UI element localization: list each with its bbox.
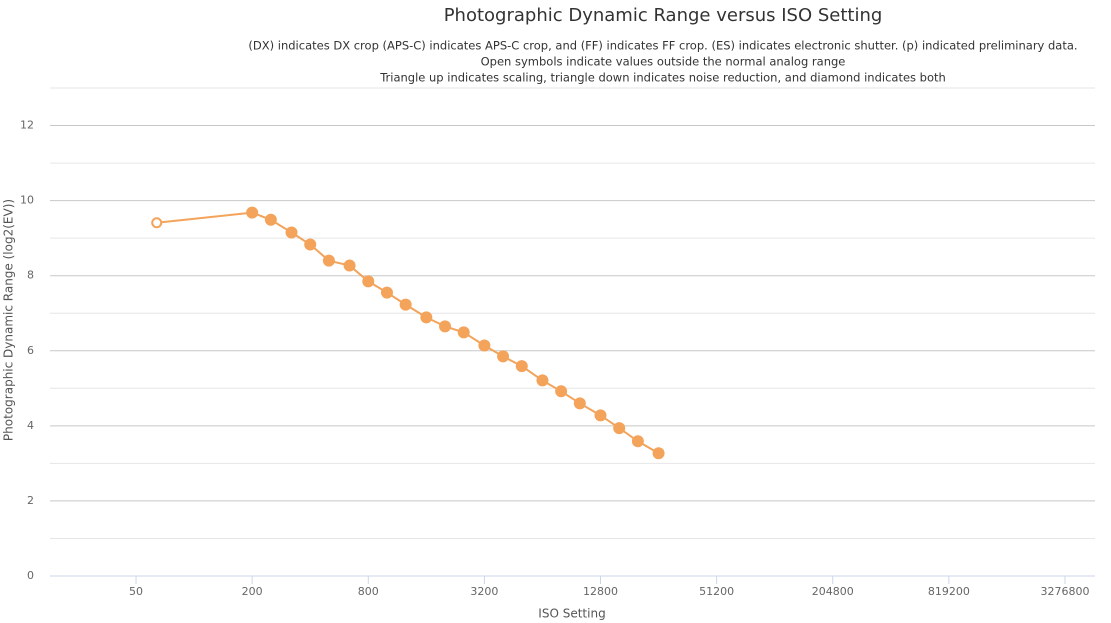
series-line <box>156 211 660 455</box>
x-tick-label: 800 <box>358 585 379 598</box>
x-tick-label: 12800 <box>583 585 618 598</box>
x-tick-label: 51200 <box>699 585 734 598</box>
data-point <box>457 326 470 339</box>
chart-title: Photographic Dynamic Range versus ISO Se… <box>444 5 883 26</box>
x-tick-label: 819200 <box>928 585 970 598</box>
data-point <box>246 206 259 219</box>
data-point <box>304 238 317 251</box>
data-point <box>573 397 586 410</box>
data-point <box>555 385 568 398</box>
data-point <box>380 286 393 299</box>
data-point <box>478 339 491 352</box>
data-point <box>497 350 510 363</box>
data-point <box>439 320 452 333</box>
y-tick-label: 8 <box>27 269 34 282</box>
x-tick-label: 204800 <box>812 585 854 598</box>
data-point <box>264 213 277 226</box>
y-tick-label: 12 <box>20 119 34 132</box>
y-tick-label: 6 <box>27 344 34 357</box>
x-tick-label: 3200 <box>470 585 498 598</box>
data-point <box>399 298 412 311</box>
data-point <box>613 422 626 435</box>
x-axis-label: ISO Setting <box>538 607 605 621</box>
chart-subtitle: Triangle up indicates scaling, triangle … <box>379 71 946 85</box>
data-point <box>362 275 375 288</box>
chart-subtitle: Open symbols indicate values outside the… <box>481 55 846 69</box>
y-tick-label: 2 <box>27 494 34 507</box>
x-tick-label: 200 <box>242 585 263 598</box>
data-point <box>652 447 665 460</box>
y-tick-label: 4 <box>27 419 34 432</box>
data-point <box>594 409 607 422</box>
data-point <box>631 435 644 448</box>
data-point <box>343 259 356 272</box>
chart-subtitle: (DX) indicates DX crop (APS-C) indicates… <box>248 39 1077 53</box>
data-point <box>285 226 298 239</box>
data-point <box>151 217 163 229</box>
y-tick-label: 0 <box>27 569 34 582</box>
data-point <box>420 311 433 324</box>
y-axis-label: Photographic Dynamic Range (log2(EV)) <box>2 199 16 441</box>
data-point <box>322 254 335 267</box>
data-point <box>536 374 549 387</box>
data-point <box>515 360 528 373</box>
x-tick-label: 50 <box>129 585 143 598</box>
x-tick-label: 3276800 <box>1040 585 1089 598</box>
y-tick-label: 10 <box>20 194 34 207</box>
